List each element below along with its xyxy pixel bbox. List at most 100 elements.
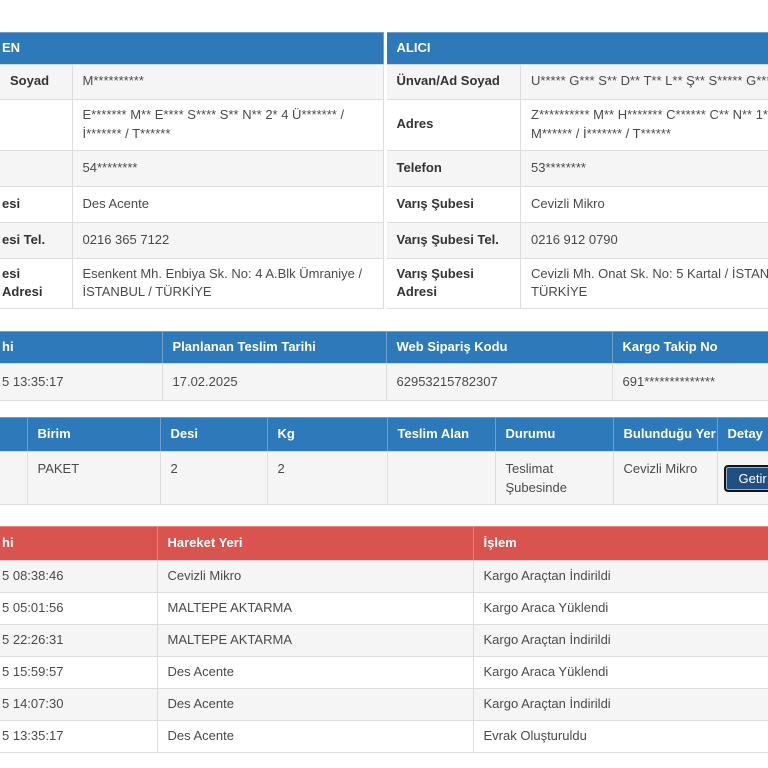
field-value: Des Acente	[71, 185, 384, 223]
table-row: 54********	[0, 149, 384, 187]
table-row: esi Tel. 0216 365 7122	[0, 221, 384, 259]
parties-section: EN Soyad M********** E******* M** E**** …	[0, 32, 768, 310]
table-cell: 2	[266, 451, 388, 505]
table-row: 5 13:35:17 Des Acente Evrak Oluşturuldu	[0, 719, 768, 753]
column-header: Bulunduğu Yer	[612, 417, 718, 453]
movement-date: 5 13:35:17	[0, 719, 158, 753]
sender-table-header: EN	[0, 32, 384, 65]
shipment-summary-table: hi Planlanan Teslim Tarihi Web Sipariş K…	[0, 331, 768, 402]
column-header: Teslim Alan	[386, 417, 496, 453]
field-label	[0, 98, 73, 151]
movement-action: Kargo Araca Yüklendi	[472, 655, 768, 689]
table-row: PAKET 2 2 Teslimat Şubesinde Cevizli Mik…	[0, 451, 768, 505]
column-header: Durumu	[494, 417, 614, 453]
movement-date: 5 08:38:46	[0, 559, 158, 593]
table-cell: 62953215782307	[385, 363, 613, 402]
field-value: Z********** M** H******* C****** C** N**…	[519, 98, 768, 151]
field-label: esi	[0, 185, 73, 223]
movement-date: 5 05:01:56	[0, 591, 158, 625]
table-cell: 2	[159, 451, 268, 505]
field-label: Soyad	[0, 63, 73, 100]
table-cell: Cevizli Mikro	[612, 451, 718, 505]
sender-info-table: EN Soyad M********** E******* M** E**** …	[0, 32, 384, 310]
table-cell: 17.02.2025	[161, 363, 387, 402]
movement-date: 5 14:07:30	[0, 687, 158, 721]
field-value: M**********	[71, 63, 384, 100]
column-header: Desi	[159, 417, 268, 453]
movement-action: Kargo Araçtan İndirildi	[472, 623, 768, 657]
field-label: Adres	[386, 98, 521, 151]
table-cell: 5 13:35:17	[0, 363, 163, 402]
movement-date: 5 15:59:57	[0, 655, 158, 689]
field-label: Varış Şubesi Tel.	[386, 221, 521, 259]
field-label: esi Adresi	[0, 257, 73, 310]
table-row: 5 13:35:17 17.02.2025 62953215782307 691…	[0, 363, 768, 402]
field-value: E******* M** E**** S**** S** N** 2* 4 Ü*…	[71, 98, 384, 151]
table-row: esi Des Acente	[0, 185, 384, 223]
table-row: Varış Şubesi Cevizli Mikro	[386, 185, 768, 223]
field-value: Cevizli Mh. Onat Sk. No: 5 Kartal / İSTA…	[519, 257, 768, 310]
column-header: Kg	[266, 417, 388, 453]
field-label: esi Tel.	[0, 221, 73, 259]
table-row: Telefon 53********	[386, 149, 768, 187]
table-row: 5 15:59:57 Des Acente Kargo Araca Yüklen…	[0, 655, 768, 689]
column-header: Planlanan Teslim Tarihi	[161, 331, 387, 365]
table-row: 5 14:07:30 Des Acente Kargo Araçtan İndi…	[0, 687, 768, 721]
table-row: Adres Z********** M** H******* C****** C…	[386, 98, 768, 151]
column-header: Kargo Takip No	[611, 331, 768, 365]
field-value: 0216 912 0790	[519, 221, 768, 259]
field-value: 54********	[71, 149, 384, 187]
table-row: Ünvan/Ad Soyad U***** G*** S** D** T** L…	[386, 63, 768, 100]
package-table: Birim Desi Kg Teslim Alan Durumu Bulundu…	[0, 417, 768, 505]
table-cell: PAKET	[26, 451, 161, 505]
table-cell	[0, 451, 28, 505]
field-value: 0216 365 7122	[71, 221, 384, 259]
tracking-content: EN Soyad M********** E******* M** E**** …	[0, 32, 768, 753]
detail-fetch-button[interactable]: Getir	[723, 464, 768, 492]
column-header: Hareket Yeri	[156, 525, 474, 561]
movement-location: Des Acente	[156, 719, 474, 753]
movement-location: Des Acente	[156, 687, 474, 721]
table-row: Varış Şubesi Tel. 0216 912 0790	[386, 221, 768, 259]
field-label: Telefon	[386, 149, 521, 187]
field-value: Esenkent Mh. Enbiya Sk. No: 4 A.Blk Ümra…	[71, 257, 384, 310]
column-header: İşlem	[472, 525, 768, 561]
table-row: 5 08:38:46 Cevizli Mikro Kargo Araçtan İ…	[0, 559, 768, 593]
movement-date: 5 22:26:31	[0, 623, 158, 657]
table-row: Varış Şubesi Adresi Cevizli Mh. Onat Sk.…	[386, 257, 768, 310]
field-label	[0, 149, 73, 187]
receiver-table-header: ALICI	[386, 32, 768, 65]
movement-action: Kargo Araçtan İndirildi	[472, 687, 768, 721]
movement-action: Evrak Oluşturuldu	[472, 719, 768, 753]
field-value: Cevizli Mikro	[519, 185, 768, 223]
table-row: 5 05:01:56 MALTEPE AKTARMA Kargo Araca Y…	[0, 591, 768, 625]
movement-action: Kargo Araca Yüklendi	[472, 591, 768, 625]
table-row: Soyad M**********	[0, 63, 384, 100]
table-row: esi Adresi Esenkent Mh. Enbiya Sk. No: 4…	[0, 257, 384, 310]
field-label: Ünvan/Ad Soyad	[386, 63, 521, 100]
field-value: U***** G*** S** D** T** L** Ş** S***** G…	[519, 63, 768, 100]
table-row: E******* M** E**** S**** S** N** 2* 4 Ü*…	[0, 98, 384, 151]
movement-history-table: hi Hareket Yeri İşlem 5 08:38:46 Cevizli…	[0, 525, 768, 753]
field-value: 53********	[519, 149, 768, 187]
detail-cell: Getir	[716, 451, 768, 505]
movement-action: Kargo Araçtan İndirildi	[472, 559, 768, 593]
column-header: Web Sipariş Kodu	[385, 331, 613, 365]
column-header: hi	[0, 331, 163, 365]
field-label: Varış Şubesi Adresi	[386, 257, 521, 310]
movement-location: MALTEPE AKTARMA	[156, 623, 474, 657]
column-header	[0, 417, 28, 453]
movement-location: Des Acente	[156, 655, 474, 689]
column-header: Detay	[716, 417, 768, 453]
column-header: Birim	[26, 417, 161, 453]
table-cell: 691**************	[611, 363, 768, 402]
table-cell: Teslimat Şubesinde	[494, 451, 614, 505]
movement-location: Cevizli Mikro	[156, 559, 474, 593]
field-label: Varış Şubesi	[386, 185, 521, 223]
movement-location: MALTEPE AKTARMA	[156, 591, 474, 625]
table-row: 5 22:26:31 MALTEPE AKTARMA Kargo Araçtan…	[0, 623, 768, 657]
receiver-info-table: ALICI Ünvan/Ad Soyad U***** G*** S** D**…	[386, 32, 768, 310]
column-header: hi	[0, 525, 158, 561]
table-cell	[386, 451, 496, 505]
